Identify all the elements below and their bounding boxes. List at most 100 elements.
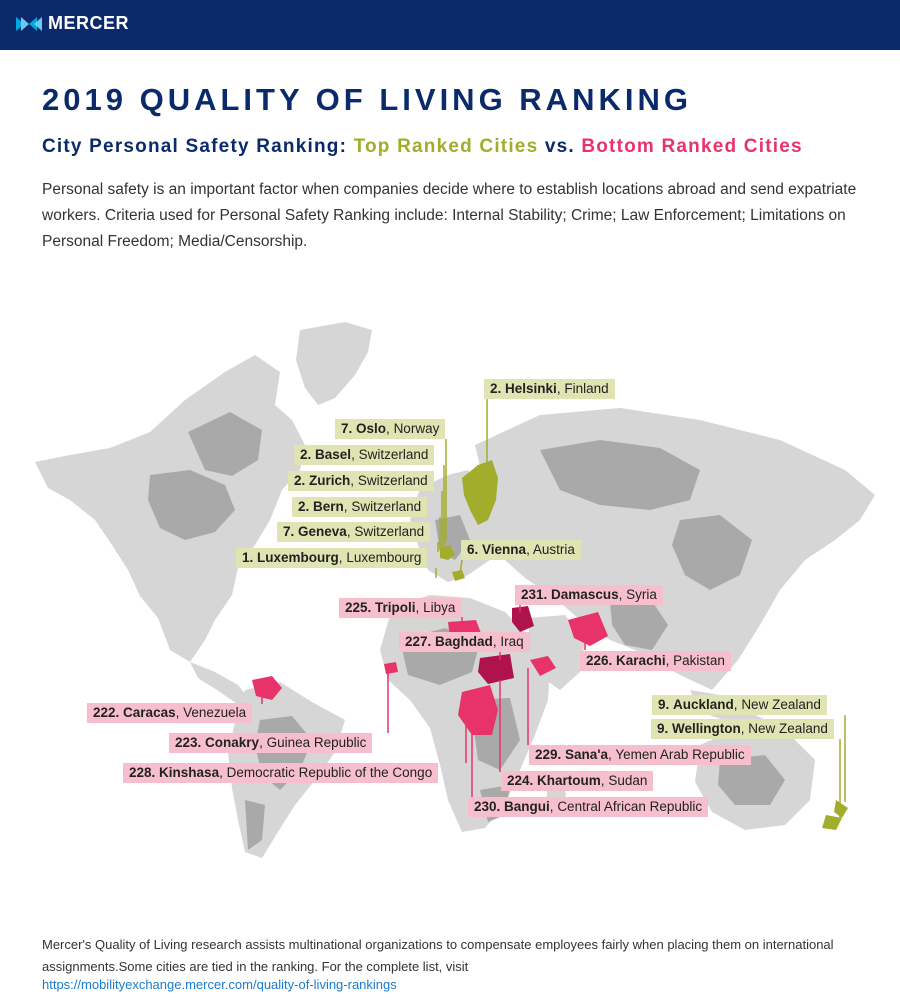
city: Kinshasa	[159, 765, 220, 780]
country: Central African Republic	[557, 799, 703, 814]
city: Sana'a	[565, 747, 609, 762]
rank: 9.	[657, 721, 669, 736]
city: Khartoum	[537, 773, 601, 788]
label-zurich: 2. Zurich, Switzerland	[288, 471, 434, 491]
mercer-logo[interactable]: MERCER	[16, 13, 129, 34]
country: Iraq	[500, 634, 524, 649]
country: Venezuela	[183, 705, 247, 720]
label-sanaa: 229. Sana'a, Yemen Arab Republic	[529, 745, 751, 765]
region-nz-north	[834, 800, 848, 818]
city: Bangui	[504, 799, 550, 814]
label-caracas: 222. Caracas, Venezuela	[87, 703, 253, 723]
label-vienna: 6. Vienna, Austria	[461, 540, 581, 560]
rankings-link[interactable]: https://mobilityexchange.mercer.com/qual…	[42, 977, 397, 992]
rank: 2.	[294, 473, 306, 488]
country: Switzerland	[354, 524, 425, 539]
page-title: 2019 QUALITY OF LIVING RANKING	[42, 82, 692, 117]
country: Democratic Republic of the Congo	[226, 765, 433, 780]
city: Helsinki	[505, 381, 557, 396]
city: Basel	[315, 447, 352, 462]
country: Syria	[626, 587, 657, 602]
region-guinea	[384, 662, 398, 674]
rank: 9.	[658, 697, 670, 712]
city: Bern	[313, 499, 344, 514]
rank: 2.	[490, 381, 502, 396]
label-basel: 2. Basel, Switzerland	[294, 445, 435, 465]
region-switzerland	[440, 545, 455, 560]
city: Tripoli	[375, 600, 416, 615]
region-sudan	[478, 654, 514, 684]
country: New Zealand	[741, 697, 821, 712]
header-bar: MERCER	[0, 0, 900, 50]
rank: 226.	[586, 653, 613, 668]
country: Sudan	[608, 773, 648, 788]
bottom-leader-lines	[261, 605, 586, 797]
country: Finland	[564, 381, 609, 396]
rank: 224.	[507, 773, 534, 788]
rank: 227.	[405, 634, 432, 649]
label-wellington: 9. Wellington, New Zealand	[651, 719, 834, 739]
city: Damascus	[551, 587, 619, 602]
label-bern: 2. Bern, Switzerland	[292, 497, 428, 517]
country: Libya	[423, 600, 456, 615]
country: Norway	[393, 421, 440, 436]
rank: 1.	[242, 550, 254, 565]
rank: 6.	[467, 542, 479, 557]
subtitle-top-ranked: Top Ranked Cities	[353, 136, 539, 157]
rank: 2.	[300, 447, 312, 462]
city: Vienna	[482, 542, 527, 557]
rank: 7.	[283, 524, 295, 539]
rank: 229.	[535, 747, 562, 762]
rank: 228.	[129, 765, 156, 780]
country: Austria	[532, 542, 575, 557]
region-drc	[458, 685, 498, 735]
label-geneva: 7. Geneva, Switzerland	[277, 522, 431, 542]
country: Switzerland	[357, 473, 428, 488]
label-karachi: 226. Karachi, Pakistan	[580, 651, 731, 671]
label-conakry: 223. Conakry, Guinea Republic	[169, 733, 373, 753]
region-finland-norway	[462, 460, 498, 525]
city: Wellington	[672, 721, 741, 736]
country: Guinea Republic	[266, 735, 367, 750]
top-leader-lines	[435, 398, 846, 820]
label-luxembourg: 1. Luxembourg, Luxembourg	[236, 548, 428, 568]
country: Luxembourg	[346, 550, 422, 565]
city: Auckland	[673, 697, 734, 712]
country: New Zealand	[748, 721, 828, 736]
country: Switzerland	[351, 499, 422, 514]
city: Conakry	[205, 735, 260, 750]
subtitle: City Personal Safety Ranking: Top Ranked…	[42, 136, 803, 158]
label-oslo: 7. Oslo, Norway	[335, 419, 446, 439]
city: Karachi	[616, 653, 666, 668]
rank: 223.	[175, 735, 202, 750]
country: Yemen Arab Republic	[615, 747, 745, 762]
map-land-dark	[148, 412, 785, 850]
city: Luxembourg	[257, 550, 339, 565]
intro-paragraph: Personal safety is an important factor w…	[42, 181, 857, 250]
label-kinshasa: 228. Kinshasa, Democratic Republic of th…	[123, 763, 439, 783]
top-ranked-regions	[440, 460, 848, 830]
city: Baghdad	[435, 634, 493, 649]
label-khartoum: 224. Khartoum, Sudan	[501, 771, 654, 791]
label-baghdad: 227. Baghdad, Iraq	[399, 632, 530, 652]
subtitle-vs: vs.	[544, 136, 575, 157]
region-nz-south	[822, 815, 842, 830]
label-auckland: 9. Auckland, New Zealand	[652, 695, 827, 715]
region-syria-iraq	[512, 606, 534, 632]
subtitle-prefix: City Personal Safety Ranking:	[42, 136, 348, 157]
city: Geneva	[298, 524, 347, 539]
rank: 222.	[93, 705, 120, 720]
subtitle-bottom-ranked: Bottom Ranked Cities	[581, 136, 803, 157]
rank: 230.	[474, 799, 501, 814]
bottom-ranked-regions-dark	[478, 606, 534, 684]
rank: 225.	[345, 600, 372, 615]
region-pakistan	[568, 612, 608, 646]
city: Oslo	[356, 421, 387, 436]
country: Pakistan	[673, 653, 725, 668]
region-austria	[452, 570, 465, 581]
label-damascus: 231. Damascus, Syria	[515, 585, 663, 605]
rank: 7.	[341, 421, 353, 436]
brand-name: MERCER	[48, 13, 130, 33]
footer-text: Mercer's Quality of Living research assi…	[42, 937, 834, 974]
